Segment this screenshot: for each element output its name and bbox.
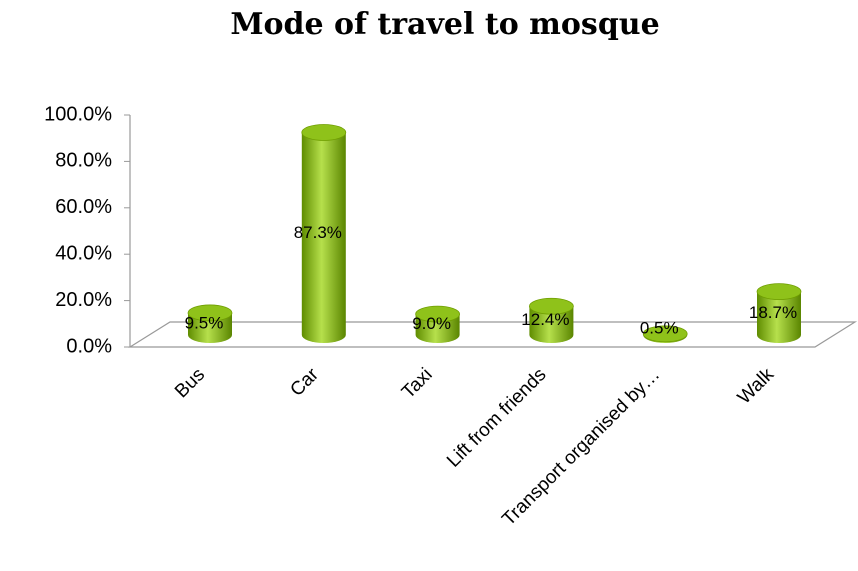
bar-top bbox=[642, 325, 688, 343]
y-tick-label: 20.0% bbox=[55, 289, 112, 311]
floor bbox=[127, 321, 858, 348]
value-label: 87.3% bbox=[294, 223, 342, 242]
y-tick-label: 60.0% bbox=[55, 196, 112, 218]
x-tick-label: Bus bbox=[171, 364, 209, 402]
bar-top bbox=[415, 305, 461, 323]
bar-body bbox=[301, 132, 346, 343]
bar bbox=[187, 304, 233, 343]
bar bbox=[529, 297, 574, 343]
x-tick-label: Car bbox=[286, 364, 323, 401]
bar bbox=[301, 124, 347, 343]
chart-title: Mode of travel to mosque bbox=[230, 7, 659, 42]
y-tick-label: 0.0% bbox=[66, 335, 112, 357]
x-tick-label: Walk bbox=[734, 364, 779, 409]
x-tick-label: Taxi bbox=[398, 364, 437, 403]
bar-body bbox=[757, 291, 801, 343]
bar-body bbox=[529, 306, 574, 343]
value-label: 12.4% bbox=[521, 310, 569, 329]
bar bbox=[642, 325, 688, 343]
x-tick-label: Lift from friends bbox=[443, 364, 550, 471]
value-label: 9.5% bbox=[185, 313, 224, 332]
value-label: 9.0% bbox=[412, 314, 451, 333]
value-label: 18.7% bbox=[749, 303, 797, 322]
bar-body bbox=[188, 312, 232, 343]
bar-top bbox=[301, 124, 347, 141]
y-tick-label: 100.0% bbox=[44, 103, 112, 125]
bar-top bbox=[529, 297, 574, 315]
bar bbox=[756, 283, 802, 343]
bar bbox=[415, 305, 461, 343]
y-tick-label: 80.0% bbox=[55, 150, 112, 172]
value-label: 0.5% bbox=[640, 318, 679, 337]
y-tick-label: 40.0% bbox=[55, 242, 112, 264]
bar-top bbox=[187, 304, 233, 322]
bar-top bbox=[756, 283, 802, 301]
